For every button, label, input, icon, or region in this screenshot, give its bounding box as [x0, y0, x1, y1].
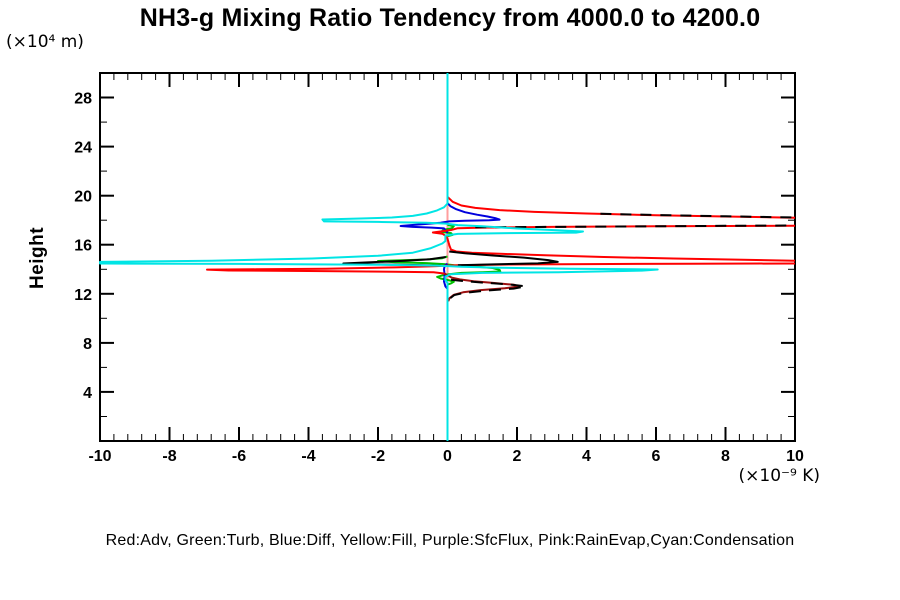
svg-text:-6: -6: [232, 448, 246, 465]
svg-text:-10: -10: [88, 448, 111, 465]
x-axis-unit-label: (×10⁻⁹ K): [738, 466, 820, 486]
svg-text:16: 16: [74, 238, 92, 255]
series-black-dashed-overlay-lower-bump: [449, 278, 527, 299]
series-adv-red: [206, 262, 796, 275]
chart-title: NH3-g Mixing Ratio Tendency from 4000.0 …: [139, 4, 761, 32]
y-axis-ticks: [100, 96, 795, 417]
y-axis-unit-label: (×10⁴ m): [6, 32, 84, 52]
series-condensation-cyan: [99, 73, 659, 441]
series-diff-blue: [399, 202, 501, 234]
svg-text:2: 2: [513, 448, 522, 465]
y-tick-labels: 4 8 12 16 20 24 28: [74, 91, 92, 402]
legend-text: Red:Adv, Green:Turb, Blue:Diff, Yellow:F…: [105, 532, 795, 549]
svg-text:0: 0: [443, 448, 452, 465]
series-black-dashed-overlay-upper-flank: [600, 212, 796, 219]
svg-text:20: 20: [74, 189, 92, 206]
svg-text:-8: -8: [162, 448, 176, 465]
series-adv-dark-segment-under-black-overlay: [444, 272, 521, 302]
svg-text:28: 28: [74, 91, 92, 108]
svg-text:-4: -4: [301, 448, 315, 465]
svg-text:4: 4: [582, 448, 591, 465]
svg-text:24: 24: [74, 140, 92, 157]
data-series: [99, 73, 796, 441]
series-black-dashed-overlay-upper-flank: [475, 224, 796, 229]
svg-text:10: 10: [786, 448, 804, 465]
svg-text:4: 4: [83, 385, 92, 402]
series-adv-red: [446, 183, 796, 219]
svg-text:-2: -2: [371, 448, 385, 465]
svg-text:6: 6: [652, 448, 661, 465]
x-tick-labels: -10 -8 -6 -4 -2 0 2 4 6 8 10: [88, 448, 804, 465]
series-adv-red: [431, 224, 796, 262]
svg-text:8: 8: [721, 448, 730, 465]
svg-text:8: 8: [83, 336, 92, 353]
svg-text:12: 12: [74, 287, 92, 304]
series-black-unlabeled-overlay: [449, 250, 559, 267]
